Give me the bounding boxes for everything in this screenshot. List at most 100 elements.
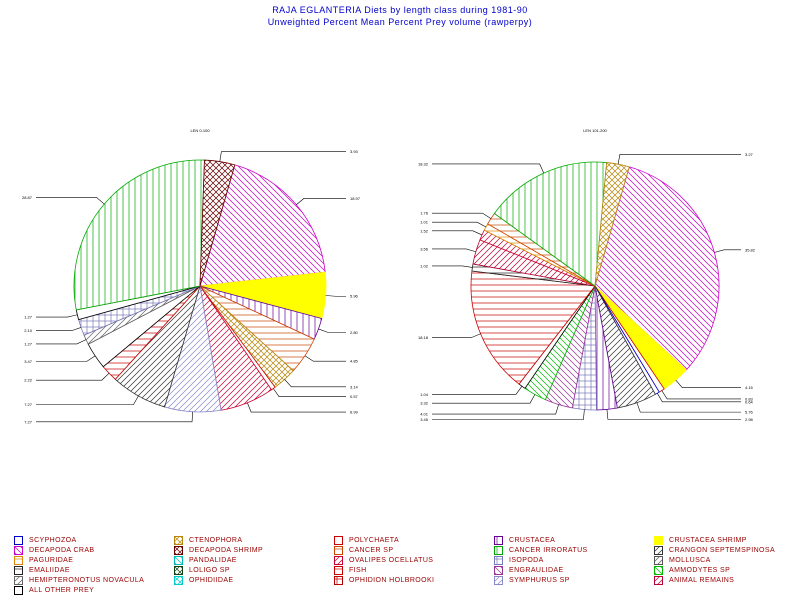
- leader-line: [432, 394, 536, 404]
- legend-label: CANCER SP: [349, 547, 394, 554]
- legend-label: CRANGON SEPTEMSPINOSA: [669, 547, 776, 554]
- slice-value-label: 0.64: [745, 399, 754, 404]
- legend-label: ALL OTHER PREY: [29, 587, 95, 594]
- leader-line: [432, 386, 523, 395]
- slice-value-label: 4.01: [420, 412, 429, 417]
- leader-line: [36, 411, 193, 423]
- leader-line: [657, 393, 741, 403]
- leader-line: [318, 328, 346, 333]
- leader-line: [304, 355, 346, 362]
- legend-label: AMMODYTES SP: [669, 567, 731, 574]
- slice-value-label: 1.76: [420, 211, 429, 216]
- legend-swatch: [494, 566, 503, 575]
- leader-line: [36, 327, 82, 332]
- legend-swatch: [174, 556, 183, 565]
- legend-item: PAGURIDAE: [14, 556, 73, 565]
- slice-value-label: 3.32: [420, 401, 429, 406]
- legend-label: PAGURIDAE: [29, 557, 74, 564]
- legend-label: CTENOPHORA: [189, 537, 243, 544]
- legend: SCYPHOZOA CTENOPHORA POLYCHAETA CRUSTACEA CR…: [0, 536, 800, 600]
- legend-swatch: [174, 576, 183, 585]
- slice-value-label: 0.83: [745, 396, 754, 401]
- legend-label: SYMPHURUS SP: [509, 577, 570, 584]
- slice-value-label: 7.27: [24, 419, 33, 424]
- legend-label: CANCER IRRORATUS: [509, 547, 588, 554]
- legend-swatch: [654, 566, 663, 575]
- slice-value-label: 1.01: [420, 220, 429, 225]
- leader-line: [432, 248, 476, 253]
- slice-value-label: 3.14: [350, 384, 359, 389]
- leader-line: [325, 295, 346, 297]
- legend-item: PANDALIDAE: [174, 556, 237, 565]
- legend-label: PANDALIDAE: [189, 557, 237, 564]
- legend-label: OPHIDIIDAE: [189, 577, 234, 584]
- slice-value-label: 4.85: [350, 359, 359, 364]
- legend-item: ENGRAULIDAE: [494, 566, 564, 575]
- leader-line: [36, 339, 87, 345]
- legend-item: CTENOPHORA: [174, 536, 242, 545]
- legend-item: DECAPODA CRAB: [14, 546, 95, 555]
- legend-swatch: [14, 576, 23, 585]
- legend-swatch: [14, 536, 23, 545]
- chart-titles: RAJA EGLANTERIA Diets by length class du…: [0, 4, 800, 28]
- slice-value-label: 28.87: [22, 195, 33, 200]
- slice-value-label: 1.27: [24, 315, 33, 320]
- pie-slice: [73, 159, 205, 311]
- leader-line: [296, 198, 346, 206]
- legend-item: AMMODYTES SP: [654, 566, 730, 575]
- legend-label: ISOPODA: [509, 557, 544, 564]
- slice-value-label: 3.27: [745, 152, 754, 157]
- legend-swatch: [14, 566, 23, 575]
- legend-label: OPHIDION HOLBROOKI: [349, 577, 435, 584]
- pie-chart-2: LEN 101-200 35.82 4.15 0.830.64 5.76 2.98 3.45…: [418, 128, 756, 422]
- leader-line: [432, 212, 492, 219]
- chart-subtitle: Unweighted Percent Mean Percent Prey vol…: [267, 17, 533, 27]
- slice-value-label: 1.04: [420, 392, 429, 397]
- chart-title: RAJA EGLANTERIA Diets by length class du…: [272, 5, 528, 15]
- legend-swatch: [654, 576, 663, 585]
- pie-sublabel: LEN 0-100: [190, 128, 210, 133]
- slice-value-label: 5.96: [350, 294, 359, 299]
- slice-value-label: 6.99: [350, 410, 359, 415]
- slice-value-label: 3.47: [24, 359, 33, 364]
- legend-label: POLYCHAETA: [349, 537, 400, 544]
- legend-swatch: [174, 536, 183, 545]
- legend-label: OVALIPES OCELLATUS: [349, 557, 434, 564]
- legend-item: MOLLUSCA: [654, 556, 711, 565]
- legend-swatch: [14, 546, 23, 555]
- legend-item: OPHIDION HOLBROOKI: [334, 576, 434, 585]
- legend-label: CRUSTACEA SHRIMP: [669, 537, 747, 544]
- legend-item: ANIMAL REMAINS: [654, 576, 734, 585]
- legend-item: EMALIIDAE: [14, 566, 70, 575]
- leader-line: [606, 409, 741, 420]
- legend-swatch: [174, 546, 183, 555]
- legend-item: CRUSTACEA: [494, 536, 555, 545]
- leader-line: [432, 163, 545, 174]
- legend-item: CANCER SP: [334, 546, 393, 555]
- leader-line: [432, 265, 473, 268]
- legend-label: LOLIGO SP: [189, 567, 230, 574]
- legend-item: POLYCHAETA: [334, 536, 399, 545]
- legend-label: ENGRAULIDAE: [509, 567, 564, 574]
- legend-swatch: [334, 576, 343, 585]
- pie-sublabel: LEN 101-200: [583, 128, 607, 133]
- legend-label: CRUSTACEA: [509, 537, 556, 544]
- legend-item: FISH: [334, 566, 367, 575]
- leader-line: [219, 151, 346, 162]
- leader-line: [36, 314, 78, 318]
- slice-value-label: 35.82: [745, 247, 756, 252]
- legend-item: CRUSTACEA SHRIMP: [654, 536, 747, 545]
- legend-swatch: [14, 586, 23, 595]
- leader-line: [432, 333, 481, 338]
- legend-swatch: [334, 536, 343, 545]
- legend-item: OPHIDIIDAE: [174, 576, 233, 585]
- legend-item: LOLIGO SP: [174, 566, 230, 575]
- legend-swatch: [334, 546, 343, 555]
- slice-value-label: 2.10: [24, 328, 33, 333]
- legend-label: EMALIIDAE: [29, 567, 70, 574]
- slice-value-label: 2.98: [745, 417, 754, 422]
- legend-swatch: [334, 566, 343, 575]
- leader-line: [714, 249, 741, 253]
- legend-swatch: [334, 556, 343, 565]
- slice-value-label: 3.93: [350, 149, 359, 154]
